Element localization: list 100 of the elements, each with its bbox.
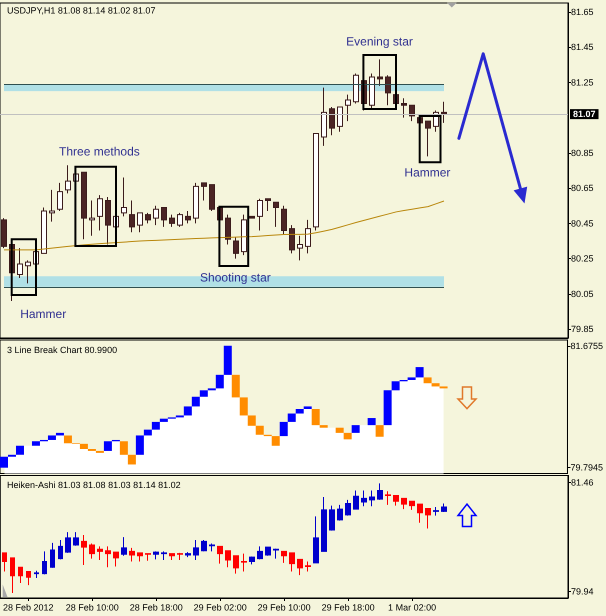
x-tick-label: 28 Feb 10:00 bbox=[66, 602, 119, 612]
text: Heiken-Ashi 81.03 81.08 81.03 81.14 81.02 bbox=[7, 480, 181, 490]
bar bbox=[216, 374, 224, 388]
bar bbox=[296, 409, 304, 414]
candlestick bbox=[273, 548, 279, 560]
x-tick-label: 28 Feb 18:00 bbox=[130, 602, 183, 612]
y-tick-label: 79.7945 bbox=[570, 462, 604, 472]
candlestick bbox=[401, 498, 407, 510]
bar bbox=[376, 425, 384, 437]
bar bbox=[120, 441, 128, 455]
candlestick bbox=[1, 218, 7, 249]
candlestick bbox=[34, 570, 39, 578]
candlestick bbox=[89, 543, 95, 560]
bar bbox=[248, 415, 256, 426]
bar bbox=[192, 396, 200, 406]
bar bbox=[344, 432, 352, 440]
candlestick bbox=[265, 546, 271, 556]
candlestick bbox=[97, 546, 103, 561]
candlestick bbox=[369, 490, 375, 507]
bar bbox=[416, 367, 424, 378]
bar bbox=[240, 397, 248, 416]
text: 3 Line Break Chart 80.9900 bbox=[7, 345, 118, 355]
candlestick bbox=[10, 557, 15, 594]
candlestick bbox=[441, 502, 447, 513]
bar bbox=[392, 381, 400, 390]
candlestick bbox=[185, 552, 191, 558]
candlestick bbox=[81, 534, 87, 566]
candlestick bbox=[385, 490, 391, 506]
candlestick bbox=[409, 500, 415, 510]
bar bbox=[184, 406, 192, 416]
bar bbox=[64, 435, 72, 444]
candlestick bbox=[297, 558, 303, 576]
x-tick-label: 29 Feb 18:00 bbox=[322, 602, 375, 612]
bar bbox=[152, 422, 160, 430]
y-tick-label: 79.94 bbox=[571, 586, 594, 597]
y-tick-label: 81.6755 bbox=[570, 341, 604, 352]
bar bbox=[136, 435, 144, 455]
x-tick-label: 1 Mar 02:00 bbox=[388, 602, 436, 612]
candlestick bbox=[337, 504, 343, 522]
candlestick bbox=[201, 539, 207, 552]
candlestick bbox=[329, 505, 335, 532]
bar bbox=[16, 446, 24, 455]
bar bbox=[80, 444, 88, 449]
candlestick bbox=[113, 552, 119, 567]
candlestick bbox=[377, 482, 383, 500]
bar bbox=[320, 425, 328, 428]
x-tick-label: 29 Feb 10:00 bbox=[258, 602, 311, 612]
candlestick bbox=[153, 550, 159, 560]
candlestick bbox=[42, 550, 47, 575]
bar bbox=[0, 456, 8, 468]
candlestick bbox=[289, 552, 295, 572]
candlestick bbox=[121, 536, 127, 556]
bar bbox=[424, 377, 432, 384]
candlestick bbox=[161, 550, 167, 561]
bar bbox=[144, 430, 152, 436]
candlestick bbox=[345, 499, 351, 516]
bar bbox=[336, 428, 344, 433]
bar bbox=[384, 390, 392, 426]
bar bbox=[288, 414, 296, 422]
x-tick-label: 29 Feb 02:00 bbox=[194, 602, 247, 612]
candlestick bbox=[433, 506, 439, 516]
bar bbox=[368, 418, 376, 426]
candlestick bbox=[417, 504, 423, 524]
bar bbox=[56, 432, 64, 436]
bar bbox=[200, 390, 208, 397]
candlestick bbox=[129, 547, 135, 562]
y-tick-label: 79.85 bbox=[571, 324, 594, 334]
candlestick bbox=[65, 532, 71, 554]
candlestick bbox=[217, 546, 223, 564]
candlestick bbox=[281, 550, 287, 564]
x-tick-label: 28 Feb 2012 bbox=[2, 602, 54, 612]
bar bbox=[48, 435, 56, 440]
candlestick bbox=[321, 496, 327, 552]
candlestick bbox=[169, 553, 175, 561]
bar bbox=[232, 374, 240, 398]
bar bbox=[352, 425, 360, 433]
candlestick bbox=[249, 556, 255, 565]
candlestick bbox=[393, 495, 399, 506]
candlestick bbox=[2, 552, 7, 572]
candlestick bbox=[105, 546, 111, 568]
bar bbox=[408, 377, 416, 380]
bar bbox=[280, 422, 288, 436]
candlestick bbox=[225, 550, 231, 568]
candlestick bbox=[313, 516, 319, 564]
bar bbox=[128, 454, 136, 464]
candlestick bbox=[233, 555, 239, 574]
candlestick bbox=[26, 570, 31, 586]
bar bbox=[160, 418, 168, 422]
candlestick bbox=[137, 552, 143, 562]
bar bbox=[224, 346, 232, 375]
bar bbox=[304, 406, 312, 410]
candlestick bbox=[353, 490, 359, 510]
bar bbox=[104, 441, 112, 451]
bar bbox=[312, 409, 320, 426]
candlestick bbox=[58, 539, 63, 560]
bar bbox=[32, 441, 40, 446]
candlestick bbox=[257, 546, 263, 560]
y-tick-label: 81.46 bbox=[571, 478, 594, 488]
bar bbox=[256, 426, 264, 435]
candlestick bbox=[177, 552, 183, 561]
